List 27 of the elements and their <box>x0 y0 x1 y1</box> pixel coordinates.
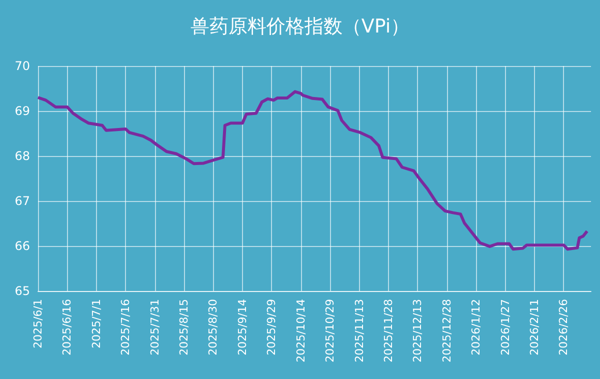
y-tick-label: 67 <box>14 194 30 208</box>
x-tick-label: 2025/9/29 <box>265 299 278 356</box>
x-tick-label: 2025/12/13 <box>411 299 424 362</box>
x-tick-label: 2025/7/16 <box>119 299 132 356</box>
line-series <box>36 90 589 251</box>
x-tick-label: 2026/1/12 <box>470 299 483 356</box>
x-tick-label: 2026/1/27 <box>498 299 512 356</box>
x-tick-label: 2026/2/26 <box>557 299 570 356</box>
y-tick-label: 69 <box>14 104 30 118</box>
x-tick-label: 2025/7/1 <box>90 299 103 348</box>
y-tick-label: 68 <box>14 149 30 163</box>
x-tick-label: 2025/9/14 <box>236 299 249 356</box>
x-tick-label: 2025/12/28 <box>440 299 454 362</box>
x-tick-label: 2026/2/11 <box>528 299 542 356</box>
y-tick-label: 65 <box>14 284 30 298</box>
x-tick-label: 2025/8/15 <box>178 299 191 356</box>
x-tick-label: 2025/6/1 <box>32 299 44 348</box>
y-tick-label: 66 <box>14 239 30 253</box>
x-tick-label: 2025/11/13 <box>352 299 366 362</box>
x-tick-label: 2025/10/29 <box>324 299 337 362</box>
y-tick-label: 70 <box>14 59 30 73</box>
x-tick-label: 2025/8/30 <box>206 299 220 356</box>
x-tick-label: 2025/6/16 <box>60 299 74 356</box>
x-tick-label: 2025/10/14 <box>294 299 308 362</box>
chart-title: 兽药原料价格指数（VPi） <box>190 16 410 38</box>
x-tick-label: 2025/11/28 <box>382 299 395 362</box>
x-tick-label: 2025/7/31 <box>148 299 162 356</box>
